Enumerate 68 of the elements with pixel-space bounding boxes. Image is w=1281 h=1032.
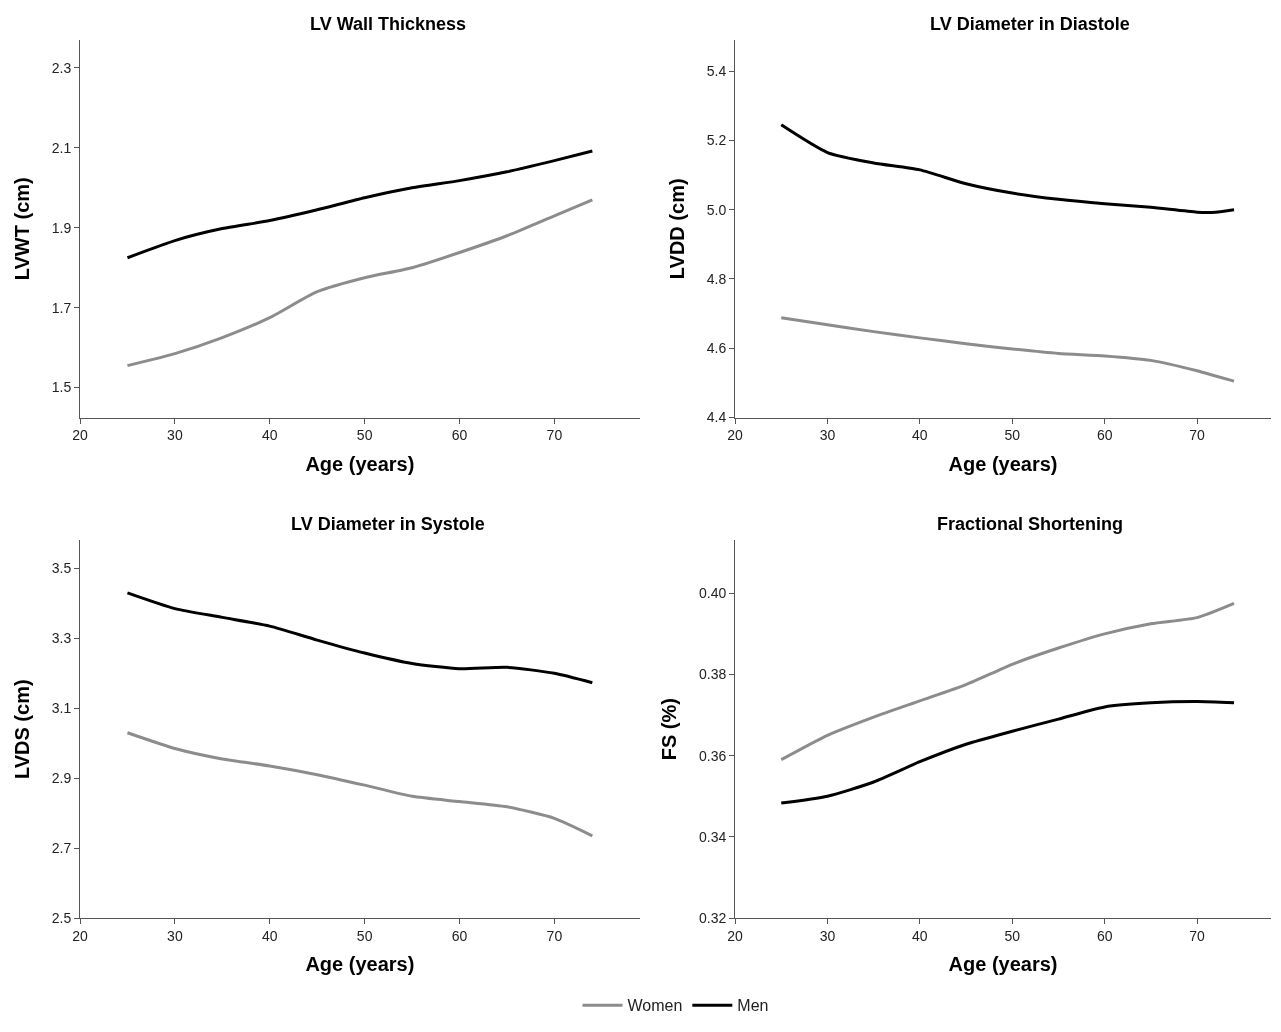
x-axis-title: Age (years) <box>305 452 415 475</box>
y-tick-label: 5.2 <box>706 132 727 149</box>
x-tick-label: 50 <box>356 427 373 444</box>
y-tick-label: 0.40 <box>699 585 727 602</box>
y-axis-title: LVDS (cm) <box>11 679 34 780</box>
x-tick-label: 30 <box>819 927 836 944</box>
x-tick-label: 70 <box>1189 427 1206 444</box>
x-tick-label: 20 <box>727 427 744 444</box>
y-tick-label: 4.6 <box>706 340 727 357</box>
x-tick-label: 50 <box>1004 927 1021 944</box>
chart-title: LV Wall Thickness <box>310 14 467 34</box>
y-tick-label: 1.9 <box>51 219 72 236</box>
y-tick-label: 2.9 <box>51 770 72 787</box>
y-tick-label: 2.3 <box>51 59 72 76</box>
y-axis-title: LVWT (cm) <box>11 177 34 281</box>
line-series <box>125 731 594 838</box>
legend-label: Women <box>627 997 683 1015</box>
y-tick-label: 5.0 <box>706 201 727 218</box>
x-tick-label: 40 <box>261 927 278 944</box>
x-tick-label: 60 <box>451 927 468 944</box>
chart-title: LV Diameter in Diastole <box>930 14 1130 34</box>
x-tick-label: 30 <box>819 427 836 444</box>
x-axis-title: Age (years) <box>948 953 1058 976</box>
x-tick-label: 30 <box>167 927 183 944</box>
x-tick-label: 30 <box>167 427 183 444</box>
y-tick-label: 0.34 <box>699 828 727 845</box>
y-axis-title: LVDD (cm) <box>666 178 689 280</box>
y-tick-label: 3.3 <box>51 630 72 647</box>
y-tick-label: 0.32 <box>699 909 727 926</box>
x-tick-label: 50 <box>356 927 373 944</box>
y-tick-label: 2.7 <box>51 839 72 856</box>
x-tick-label: 20 <box>727 927 744 944</box>
x-tick-label: 60 <box>451 427 468 444</box>
line-series <box>779 123 1236 214</box>
y-tick-label: 4.4 <box>706 409 727 426</box>
x-tick-label: 60 <box>1096 927 1113 944</box>
x-tick-label: 70 <box>546 427 563 444</box>
line-series <box>125 591 594 685</box>
y-tick-label: 5.4 <box>706 63 727 80</box>
chart-title: Fractional Shortening <box>937 514 1124 534</box>
y-tick-label: 3.1 <box>51 700 72 717</box>
x-axis-title: Age (years) <box>305 953 415 976</box>
y-tick-label: 0.36 <box>699 747 727 764</box>
line-series <box>779 316 1236 383</box>
line-series <box>779 700 1236 805</box>
y-tick-label: 4.8 <box>706 270 727 287</box>
x-tick-label: 20 <box>72 927 88 944</box>
y-tick-label: 0.38 <box>699 666 727 683</box>
legend-label: Men <box>737 997 769 1015</box>
line-series <box>125 198 594 368</box>
x-tick-label: 40 <box>912 927 928 944</box>
y-tick-label: 1.7 <box>51 299 72 316</box>
line-series <box>779 601 1236 762</box>
x-tick-label: 40 <box>912 427 928 444</box>
x-tick-label: 20 <box>72 427 88 444</box>
y-axis-title: FS (%) <box>658 698 681 761</box>
y-tick-label: 3.5 <box>51 560 72 577</box>
line-series <box>125 149 594 260</box>
x-axis-title: Age (years) <box>948 452 1058 475</box>
x-tick-label: 70 <box>1189 927 1206 944</box>
x-tick-label: 40 <box>261 427 278 444</box>
y-tick-label: 1.5 <box>51 379 72 396</box>
x-tick-label: 60 <box>1096 427 1113 444</box>
x-tick-label: 70 <box>546 927 563 944</box>
y-tick-label: 2.5 <box>51 909 72 926</box>
chart-title: LV Diameter in Systole <box>291 514 485 534</box>
x-tick-label: 50 <box>1004 427 1021 444</box>
y-tick-label: 2.1 <box>51 139 72 156</box>
